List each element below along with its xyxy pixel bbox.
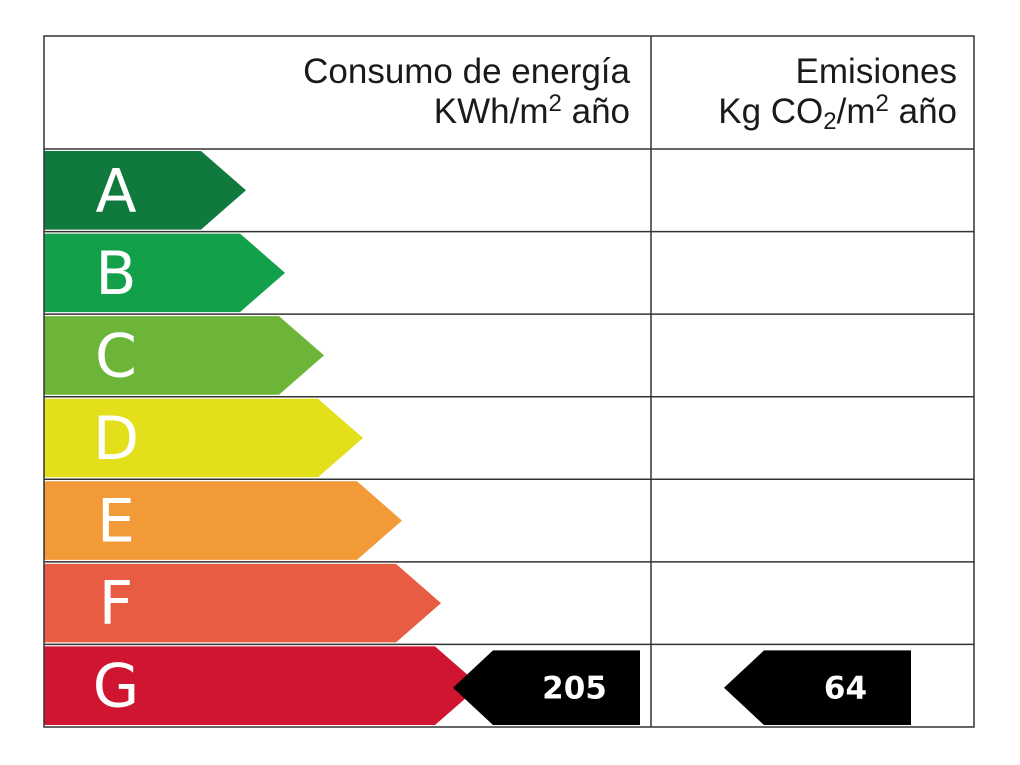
- energy-unit-main: KWh/m: [433, 92, 549, 131]
- rating-bar-c: [44, 316, 324, 395]
- rating-letter-f: F: [99, 569, 134, 639]
- emissions-unit-subscript: 2: [823, 108, 837, 135]
- rating-bar-g: [44, 646, 480, 725]
- rating-letter-g: G: [93, 652, 140, 722]
- energy-unit-year: año: [561, 92, 630, 131]
- energy-column-header: Consumo de energía KWh/m2 año: [60, 52, 630, 132]
- emissions-unit-superscript: 2: [875, 90, 889, 117]
- rating-letter-d: D: [93, 404, 139, 474]
- table-border: [43, 35, 975, 728]
- emissions-unit-year: año: [888, 92, 957, 131]
- emissions-title: Emisiones: [795, 52, 957, 91]
- rating-bar-f: [44, 563, 441, 643]
- rating-letter-a: A: [95, 156, 136, 226]
- rating-letter-b: B: [95, 239, 136, 309]
- energy-unit-superscript: 2: [548, 90, 562, 117]
- rating-bar-b: [44, 233, 285, 313]
- emissions-column-header: Emisiones Kg CO2/m2 año: [652, 52, 957, 135]
- rating-bar-a: [44, 151, 246, 230]
- rating-letter-c: C: [95, 321, 137, 391]
- energy-unit: KWh/m2 año: [60, 92, 630, 132]
- emissions-value: 64: [824, 671, 867, 707]
- emissions-marker: [724, 650, 911, 725]
- rating-bar-e: [44, 481, 402, 560]
- emissions-unit-main: Kg CO: [718, 92, 824, 131]
- rating-bar-d: [44, 398, 363, 478]
- emissions-unit: Kg CO2/m2 año: [652, 90, 957, 135]
- energy-marker: [453, 650, 640, 725]
- rating-letter-e: E: [97, 487, 135, 557]
- emissions-unit-per: /m: [836, 92, 876, 131]
- energy-value: 205: [542, 671, 607, 707]
- energy-title: Consumo de energía: [303, 52, 630, 91]
